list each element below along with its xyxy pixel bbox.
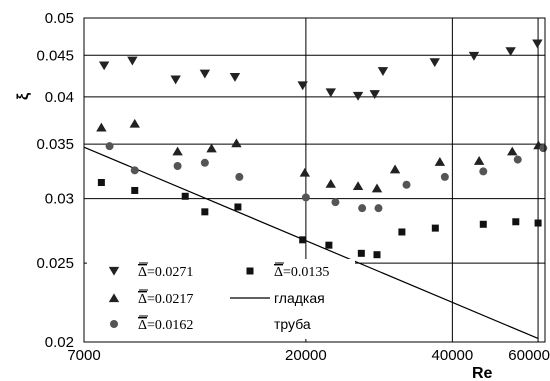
- data-point-triangle-down: [199, 69, 211, 79]
- data-point-triangle-down: [532, 39, 543, 49]
- smooth-pipe-line: [83, 146, 539, 340]
- data-point-circle: [479, 167, 488, 176]
- x-tick-label: 7000: [67, 347, 100, 364]
- legend-label: гладкая: [274, 290, 325, 306]
- data-point-circle: [130, 166, 139, 175]
- data-point-circle: [358, 204, 367, 213]
- data-point-square: [431, 224, 439, 232]
- data-point-triangle-up: [352, 181, 364, 191]
- y-tick-label: 0.03: [45, 191, 74, 208]
- legend: Δ=0.0271 Δ=0.0217 Δ=0.0162 Δ=0.0135 гладкая т…: [87, 259, 355, 339]
- data-point-triangle-down: [170, 75, 181, 85]
- data-point-circle: [374, 204, 383, 213]
- y-axis-label: ξ: [15, 92, 32, 100]
- data-point-triangle-down: [429, 58, 440, 68]
- data-point-square: [201, 208, 209, 216]
- legend-marker-square: [246, 267, 254, 275]
- series-lines: [83, 146, 539, 340]
- y-tick-label: 0.02: [45, 334, 74, 351]
- data-point-triangle-up: [325, 178, 336, 188]
- data-point-triangle-down: [468, 51, 480, 61]
- data-point-square: [234, 203, 242, 211]
- data-point-square: [357, 249, 365, 257]
- series-points: [96, 39, 548, 259]
- data-point-triangle-up: [206, 143, 217, 153]
- legend-label: труба: [274, 316, 311, 332]
- data-point-square: [131, 186, 139, 194]
- legend-box: [87, 259, 355, 339]
- data-point-circle: [105, 142, 114, 151]
- data-point-triangle-up: [507, 146, 518, 156]
- legend-marker-triangle-up: [108, 293, 120, 303]
- data-point-circle: [235, 172, 244, 181]
- data-point-circle: [301, 193, 310, 202]
- data-point-square: [97, 178, 105, 186]
- data-point-circle: [173, 161, 182, 170]
- data-point-square: [373, 251, 381, 259]
- data-point-square: [181, 192, 189, 200]
- data-point-square: [299, 236, 307, 244]
- data-point-triangle-up: [389, 164, 401, 174]
- data-point-circle: [513, 155, 522, 164]
- data-point-triangle-up: [172, 146, 183, 156]
- y-tick-label: 0.045: [36, 47, 74, 64]
- data-point-triangle-up: [473, 155, 485, 165]
- y-tick-label: 0.025: [36, 255, 74, 272]
- data-point-triangle-down: [297, 81, 308, 91]
- data-point-triangle-down: [325, 88, 336, 98]
- data-point-square: [479, 220, 487, 228]
- data-point-triangle-down: [229, 72, 241, 82]
- data-point-circle: [539, 144, 548, 153]
- data-point-square: [325, 241, 333, 249]
- data-point-triangle-down: [98, 61, 110, 71]
- data-point-triangle-up: [129, 118, 140, 128]
- data-point-square: [512, 218, 520, 226]
- data-point-square: [534, 219, 542, 227]
- data-point-circle: [440, 172, 449, 181]
- legend-marker-circle: [110, 320, 118, 328]
- data-point-triangle-down: [377, 67, 389, 77]
- x-axis-label: Re: [472, 365, 493, 381]
- plot-frame: [83, 17, 546, 343]
- data-point-triangle-up: [434, 157, 446, 166]
- y-tick-label: 0.035: [36, 136, 74, 153]
- y-tick-label: 0.05: [45, 10, 74, 27]
- data-point-triangle-up: [231, 138, 242, 148]
- x-tick-label: 60000: [508, 347, 550, 364]
- data-point-circle: [331, 198, 340, 207]
- legend-label: Δ=0.0271: [138, 265, 193, 280]
- x-tick-label: 40000: [432, 347, 474, 364]
- data-point-triangle-up: [371, 183, 383, 193]
- x-tick-label: 20000: [285, 347, 327, 364]
- legend-label: Δ=0.0162: [138, 318, 193, 333]
- axis-ticks: 7000 20000 40000 60000 0.02 0.025 0.03 0.035 0.0…: [36, 10, 550, 364]
- data-point-triangle-down: [505, 47, 516, 57]
- data-point-circle: [200, 158, 209, 167]
- data-point-triangle-down: [369, 90, 380, 99]
- legend-label: Δ=0.0135: [274, 265, 329, 280]
- data-point-triangle-up: [96, 122, 107, 132]
- legend-marker-triangle-down: [108, 266, 120, 276]
- data-point-triangle-down: [352, 91, 364, 101]
- legend-label: Δ=0.0217: [138, 292, 193, 307]
- data-point-circle: [402, 180, 411, 189]
- data-point-triangle-down: [127, 56, 138, 66]
- data-point-triangle-up: [299, 167, 311, 177]
- data-point-square: [398, 228, 406, 236]
- y-tick-label: 0.04: [45, 89, 74, 106]
